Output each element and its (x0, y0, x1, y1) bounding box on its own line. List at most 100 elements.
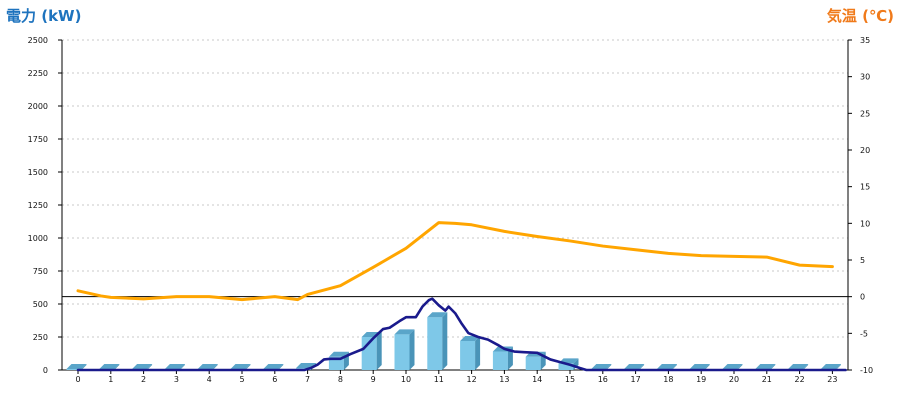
x-tick-label: 12 (467, 375, 477, 384)
power-bar-side (409, 329, 415, 370)
x-tick-label: 19 (696, 375, 706, 384)
x-tick-label: 17 (631, 375, 641, 384)
power-bar-side (835, 363, 841, 370)
power-bar-side (278, 363, 284, 370)
power-bar (66, 363, 87, 370)
right-tick-label: 30 (860, 73, 870, 82)
power-bar-top (99, 363, 120, 369)
power-bar-top (656, 363, 677, 369)
left-axis-ticks: 0 250 500 750 1000 1250 1500 1750 2000 2250 2500 (28, 36, 62, 375)
right-tick-label: 20 (860, 146, 870, 155)
power-bar (361, 332, 382, 370)
power-bar-top (197, 363, 218, 369)
right-tick-label: 35 (860, 36, 870, 45)
x-tick-label: 16 (598, 375, 608, 384)
right-tick-label: 15 (860, 183, 870, 192)
power-bar-front (492, 351, 508, 370)
x-tick-label: 2 (141, 375, 146, 384)
power-bar-top (820, 363, 841, 369)
power-bar-side (81, 363, 87, 370)
x-tick-label: 3 (174, 375, 179, 384)
right-tick-label: 0 (860, 293, 865, 302)
x-tick-label: 13 (499, 375, 509, 384)
power-bar-side (114, 363, 120, 370)
left-tick-label: 250 (33, 333, 48, 342)
x-tick-label: 15 (565, 375, 575, 384)
left-tick-label: 1000 (28, 234, 48, 243)
power-bar-top (427, 312, 448, 318)
power-bar (328, 351, 349, 370)
power-bar-front (328, 356, 344, 370)
right-tick-label: 5 (860, 256, 865, 265)
power-bar-front (558, 363, 574, 370)
power-bar-top (394, 329, 415, 335)
x-tick-label: 9 (371, 375, 376, 384)
left-tick-label: 500 (33, 300, 48, 309)
x-tick-label: 18 (663, 375, 673, 384)
power-bar (394, 329, 415, 370)
x-tick-label: 7 (305, 375, 310, 384)
left-tick-label: 0 (43, 366, 48, 375)
left-axis-title: 電力 (kW) (6, 7, 81, 25)
x-tick-label: 5 (239, 375, 244, 384)
power-bar (427, 312, 448, 370)
power-bar-side (442, 312, 448, 370)
x-tick-label: 1 (108, 375, 113, 384)
x-tick-label: 20 (729, 375, 739, 384)
gridlines (62, 39, 848, 338)
power-bars (66, 312, 841, 370)
power-bar-side (245, 363, 251, 370)
power-bar-side (147, 363, 153, 370)
power-bar-top (460, 335, 481, 341)
power-bar-side (737, 363, 743, 370)
power-bar-top (591, 363, 612, 369)
series-lines (76, 221, 847, 372)
power-bar-side (803, 363, 809, 370)
left-tick-label: 1500 (28, 168, 48, 177)
x-axis-ticks: 0 1 2 3 4 5 6 7 8 9 10 11 12 13 14 15 16 17 18 19 20 21 22 23 (75, 370, 837, 384)
left-tick-label: 2250 (28, 69, 48, 78)
x-tick-label: 10 (401, 375, 411, 384)
x-tick-label: 4 (207, 375, 212, 384)
right-tick-label: 10 (860, 219, 870, 228)
x-tick-label: 21 (762, 375, 772, 384)
power-bar-top (132, 363, 153, 369)
x-tick-label: 11 (434, 375, 444, 384)
x-tick-label: 8 (338, 375, 343, 384)
power-bar-side (376, 332, 382, 370)
x-tick-label: 14 (532, 375, 542, 384)
right-axis-ticks: -10 -5 0 5 10 15 20 25 30 35 (848, 36, 873, 375)
power-bar-top (66, 363, 87, 369)
power-bar-front (66, 368, 82, 370)
power-bar-top (722, 363, 743, 369)
power-bar-side (212, 363, 218, 370)
axes (61, 40, 849, 371)
power-bar-side (704, 363, 710, 370)
power-bar-top (263, 363, 284, 369)
power-bar-side (770, 363, 776, 370)
right-axis-title: 気温 (℃) (827, 7, 894, 25)
left-tick-label: 1750 (28, 135, 48, 144)
power-bar-top (328, 351, 349, 357)
x-tick-label: 22 (795, 375, 805, 384)
power-bar-side (475, 335, 481, 370)
power-bar-top (788, 363, 809, 369)
right-tick-label: -10 (860, 366, 873, 375)
power-bar-side (507, 346, 513, 370)
power-bar (460, 335, 481, 370)
power-bar-side (639, 363, 645, 370)
x-tick-label: 6 (272, 375, 277, 384)
power-bar-top (230, 363, 251, 369)
power-bar-front (427, 317, 443, 370)
x-tick-label: 23 (827, 375, 837, 384)
power-bar-front (460, 340, 476, 370)
temperature-line (76, 221, 834, 302)
right-tick-label: 25 (860, 109, 870, 118)
power-bar-top (689, 363, 710, 369)
left-tick-label: 1250 (28, 201, 48, 210)
power-bar-side (179, 363, 185, 370)
power-bar-side (671, 363, 677, 370)
power-bar-top (164, 363, 185, 369)
x-tick-label: 0 (75, 375, 80, 384)
